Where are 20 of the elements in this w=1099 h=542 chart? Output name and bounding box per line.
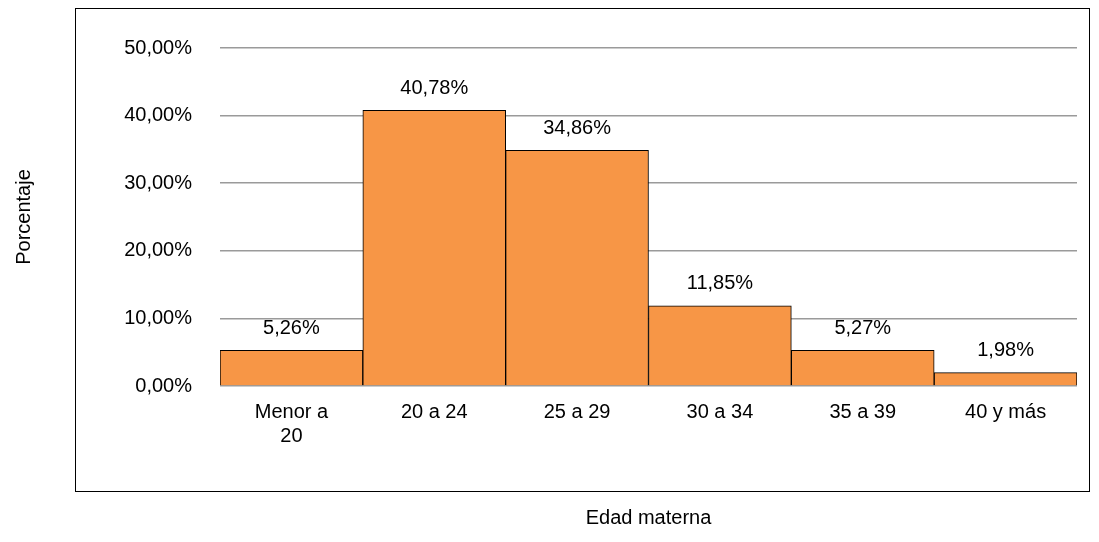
- data-label: 11,85%: [686, 271, 754, 294]
- data-label: 5,27%: [834, 315, 892, 338]
- x-tick-label: 35 a 39: [829, 399, 897, 422]
- y-tick-label: 50,00%: [124, 35, 193, 58]
- x-axis-title: Edad materna: [585, 505, 713, 528]
- x-tick-label: 25 a 29: [543, 399, 611, 422]
- y-axis-title: Porcentaje: [11, 169, 34, 265]
- data-label: 34,86%: [543, 115, 612, 138]
- y-tick-label: 20,00%: [124, 238, 193, 261]
- x-tick-label: Menor a 20: [254, 399, 329, 446]
- x-tick-label: 30 a 34: [686, 399, 754, 422]
- x-tick-label: 20 a 24: [400, 399, 468, 422]
- y-tick-label: 0,00%: [135, 373, 193, 396]
- data-label: 40,78%: [400, 75, 469, 98]
- x-tick-label: 40 y más: [965, 399, 1047, 422]
- y-tick-label: 40,00%: [124, 103, 193, 126]
- data-label: 5,26%: [263, 315, 320, 338]
- data-label: 1,98%: [977, 338, 1035, 361]
- y-tick-label: 30,00%: [124, 170, 193, 193]
- y-tick-label: 10,00%: [124, 305, 193, 328]
